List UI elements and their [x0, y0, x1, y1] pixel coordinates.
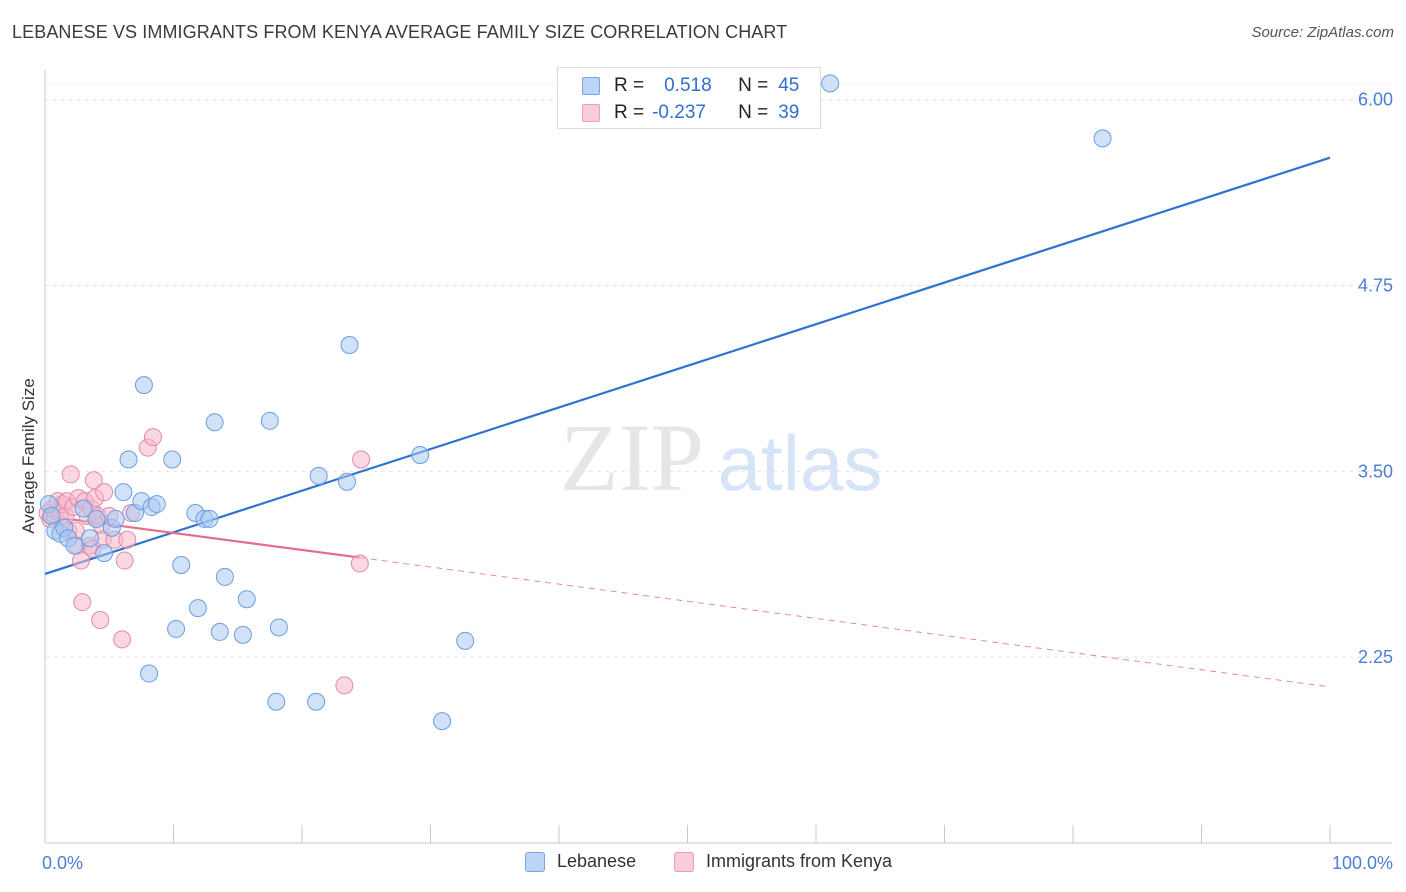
y-tick-label: 2.25	[1358, 647, 1393, 667]
point-lebanese	[140, 664, 159, 683]
y-axis-label: Average Family Size	[19, 378, 38, 534]
x-tick-labels: 0.0% 100.0%	[42, 853, 1393, 873]
point-lebanese	[80, 529, 99, 548]
x-tick-label-max: 100.0%	[1332, 853, 1393, 873]
point-kenya	[143, 428, 162, 447]
point-lebanese	[167, 619, 186, 638]
y-tick-labels: 2.25 3.50 4.75 6.00	[1358, 90, 1393, 667]
point-lebanese	[337, 472, 356, 491]
point-lebanese	[456, 631, 475, 650]
legend-item-kenya[interactable]: Immigrants from Kenya	[674, 851, 892, 872]
point-kenya	[335, 676, 354, 695]
point-lebanese	[433, 712, 452, 731]
point-kenya	[61, 465, 80, 484]
legend-r-value: 0.518	[664, 75, 712, 96]
legend-r-value: -0.237	[652, 102, 706, 123]
point-lebanese	[233, 625, 252, 644]
point-kenya	[118, 530, 137, 549]
point-kenya	[350, 554, 369, 573]
point-lebanese	[210, 622, 229, 641]
point-lebanese	[188, 599, 207, 618]
legend-row-kenya: R = -0.237 N = 39	[582, 100, 799, 126]
point-kenya	[71, 551, 90, 570]
legend-label-kenya: Immigrants from Kenya	[706, 851, 893, 871]
axes	[44, 70, 1392, 844]
data-points	[38, 74, 1112, 731]
correlation-legend: R = 0.518 N = 45 R = -0.237 N = 39	[557, 67, 821, 129]
point-lebanese	[147, 495, 166, 514]
point-lebanese	[106, 509, 125, 528]
chart-title: LEBANESE VS IMMIGRANTS FROM KENYA AVERAG…	[12, 22, 788, 42]
legend-r-label: R =	[614, 102, 645, 123]
point-lebanese	[340, 336, 359, 355]
point-lebanese	[87, 509, 106, 528]
legend-item-lebanese[interactable]: Lebanese	[525, 851, 636, 872]
point-kenya	[84, 471, 103, 490]
series-legend: Lebanese Immigrants from Kenya	[0, 851, 1406, 877]
trend-line-kenya-extension	[359, 557, 1331, 688]
legend-swatch-kenya	[674, 851, 694, 872]
source-credit: Source: ZipAtlas.com	[1251, 24, 1394, 41]
point-kenya	[73, 593, 92, 612]
point-lebanese	[74, 499, 93, 518]
legend-r-label: R =	[614, 75, 645, 96]
y-tick-label: 6.00	[1358, 90, 1393, 110]
point-lebanese	[269, 618, 288, 637]
legend-n-value: 45	[778, 75, 800, 96]
point-lebanese	[134, 376, 153, 395]
point-lebanese	[42, 506, 61, 525]
point-lebanese	[237, 590, 256, 609]
point-lebanese	[119, 450, 138, 469]
point-lebanese	[267, 692, 286, 711]
legend-n-label: N =	[738, 102, 769, 123]
legend-label-lebanese: Lebanese	[557, 851, 637, 871]
trend-line-lebanese	[44, 156, 1331, 575]
point-lebanese	[1093, 129, 1112, 148]
point-lebanese	[163, 450, 182, 469]
point-lebanese	[114, 483, 133, 502]
point-lebanese	[411, 446, 430, 465]
y-tick-label: 3.50	[1358, 461, 1393, 481]
legend-row-lebanese: R = 0.518 N = 45	[582, 73, 799, 99]
point-lebanese	[172, 556, 191, 575]
watermark-atlas: atlas	[718, 419, 883, 507]
grid-lines	[45, 84, 1392, 658]
point-lebanese	[260, 411, 279, 430]
x-tick-label-min: 0.0%	[42, 853, 83, 873]
point-kenya	[113, 630, 132, 649]
y-tick-label: 4.75	[1358, 276, 1393, 296]
point-lebanese	[309, 466, 328, 485]
watermark: ZIP atlas	[560, 404, 882, 511]
point-kenya	[115, 551, 134, 570]
point-lebanese	[215, 567, 234, 586]
legend-swatch-lebanese	[525, 851, 545, 872]
point-kenya	[91, 611, 110, 630]
point-lebanese	[205, 413, 224, 432]
point-kenya	[95, 483, 114, 502]
watermark-zip: ZIP	[560, 404, 704, 511]
point-lebanese	[821, 74, 840, 93]
legend-swatch-lebanese	[582, 77, 600, 95]
point-lebanese	[95, 544, 114, 563]
point-lebanese	[200, 509, 219, 528]
legend-n-value: 39	[778, 102, 800, 123]
legend-n-label: N =	[738, 75, 769, 96]
point-lebanese	[307, 692, 326, 711]
point-kenya	[352, 450, 371, 469]
legend-swatch-kenya	[582, 104, 600, 122]
point-lebanese	[65, 536, 84, 555]
